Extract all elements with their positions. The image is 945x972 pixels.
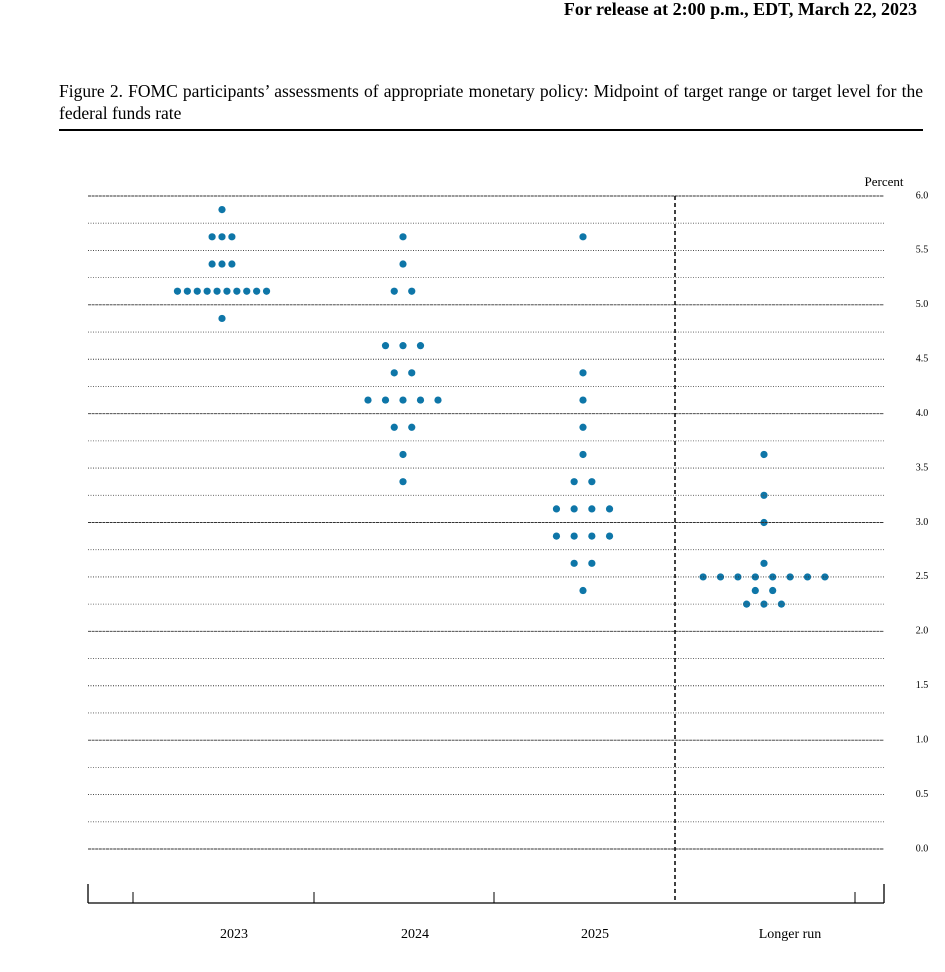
dot — [743, 600, 751, 608]
dot — [605, 532, 614, 540]
y-tick-label: 2.0 — [916, 626, 929, 637]
dot — [579, 423, 587, 431]
dot — [434, 396, 442, 404]
dot — [803, 573, 812, 581]
dot — [399, 396, 407, 404]
dot — [399, 478, 407, 486]
dot — [588, 505, 596, 513]
release-header: For release at 2:00 p.m., EDT, March 22,… — [563, 0, 917, 19]
dot — [734, 573, 742, 581]
dot — [579, 586, 587, 595]
dot — [390, 423, 398, 431]
dot — [588, 532, 596, 540]
y-tick-label: 4.5 — [916, 354, 929, 365]
dot — [262, 287, 271, 295]
y-tick-label: 5.0 — [916, 299, 929, 310]
dot — [751, 586, 759, 595]
dot — [228, 260, 236, 268]
dot — [416, 396, 425, 404]
dot — [399, 260, 407, 268]
x-tick-label: 2023 — [220, 927, 248, 942]
dot — [552, 532, 561, 540]
dot — [183, 287, 191, 295]
dot — [570, 559, 578, 567]
dot — [381, 396, 390, 404]
dot — [408, 423, 416, 431]
dot — [390, 287, 398, 295]
dot — [579, 233, 587, 241]
y-tick-label: 1.5 — [916, 680, 929, 691]
dot — [208, 233, 216, 241]
dot — [579, 369, 587, 377]
dot — [416, 342, 425, 350]
dot — [203, 287, 211, 295]
dot — [769, 586, 777, 595]
dot — [552, 505, 561, 513]
dot — [218, 233, 226, 241]
dot — [588, 559, 596, 567]
dot — [218, 206, 226, 214]
dot — [390, 369, 398, 377]
y-tick-label: 4.0 — [916, 408, 929, 419]
dot — [208, 260, 216, 268]
x-tick-label: Longer run — [759, 927, 822, 942]
dot — [786, 573, 794, 581]
y-tick-label: 0.0 — [916, 843, 929, 854]
x-tick-label: 2024 — [401, 927, 429, 942]
dot — [218, 260, 226, 268]
y-axis-label: Percent — [865, 174, 904, 189]
dot — [570, 505, 578, 513]
dot — [399, 450, 407, 459]
dot — [408, 369, 416, 377]
dot — [570, 532, 578, 540]
y-tick-label: 2.5 — [916, 571, 929, 582]
dot — [399, 342, 407, 350]
dot — [588, 478, 596, 486]
chart-title: Figure 2. FOMC participants’ assessments… — [59, 81, 923, 123]
y-tick-label: 3.0 — [916, 517, 929, 528]
dot — [218, 314, 226, 323]
dot — [381, 342, 390, 350]
dot — [213, 287, 221, 295]
dot — [364, 396, 372, 404]
dot — [243, 287, 251, 295]
dot — [769, 573, 777, 581]
dot — [821, 573, 829, 581]
dot — [579, 450, 587, 459]
y-tick-label: 6.0 — [916, 190, 929, 201]
dot — [605, 505, 614, 513]
x-tick-label: 2025 — [581, 927, 609, 942]
dot — [253, 287, 261, 295]
dot — [760, 559, 768, 567]
y-tick-label: 5.5 — [916, 245, 929, 256]
dot — [193, 287, 201, 295]
title-rule — [59, 129, 923, 131]
dot — [399, 233, 407, 241]
dot — [223, 287, 231, 295]
dot — [233, 287, 241, 295]
y-tick-label: 0.5 — [916, 789, 929, 800]
dot — [173, 287, 182, 295]
dot — [570, 478, 578, 486]
dot — [228, 233, 236, 241]
dot — [751, 573, 759, 581]
dot — [760, 450, 768, 459]
y-tick-label: 1.0 — [916, 734, 929, 745]
dot — [579, 396, 587, 404]
dot — [408, 287, 416, 295]
y-tick-label: 3.5 — [916, 462, 929, 473]
